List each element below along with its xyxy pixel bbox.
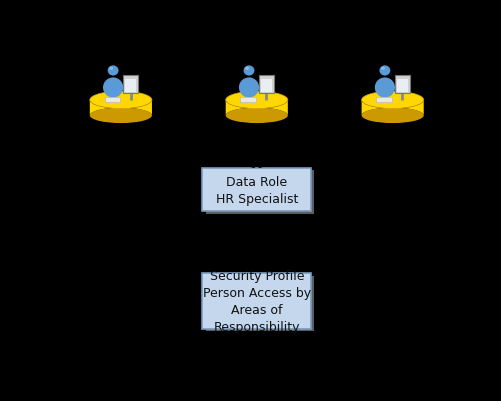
Ellipse shape (108, 66, 119, 76)
Ellipse shape (90, 92, 152, 109)
FancyBboxPatch shape (202, 168, 311, 212)
Ellipse shape (239, 78, 259, 98)
FancyBboxPatch shape (205, 171, 314, 214)
FancyBboxPatch shape (259, 76, 274, 94)
FancyBboxPatch shape (202, 273, 311, 329)
Ellipse shape (109, 68, 113, 71)
Ellipse shape (225, 92, 288, 109)
Ellipse shape (362, 92, 424, 109)
FancyBboxPatch shape (397, 80, 408, 92)
FancyBboxPatch shape (261, 80, 273, 92)
Ellipse shape (225, 108, 288, 124)
Polygon shape (362, 101, 424, 116)
FancyBboxPatch shape (125, 80, 136, 92)
Polygon shape (225, 101, 288, 116)
Ellipse shape (375, 78, 395, 98)
Text: Security Profile
Person Access by
Areas of
Responsibility: Security Profile Person Access by Areas … (203, 269, 311, 333)
Ellipse shape (103, 78, 123, 98)
FancyBboxPatch shape (397, 91, 408, 94)
Ellipse shape (379, 66, 390, 76)
Ellipse shape (243, 66, 255, 76)
Ellipse shape (245, 68, 249, 71)
FancyBboxPatch shape (105, 97, 120, 103)
FancyBboxPatch shape (376, 97, 392, 103)
FancyBboxPatch shape (395, 76, 410, 94)
Ellipse shape (362, 108, 424, 124)
FancyBboxPatch shape (205, 276, 314, 332)
Text: Data Role
HR Specialist: Data Role HR Specialist (215, 175, 298, 205)
Ellipse shape (381, 68, 385, 71)
FancyBboxPatch shape (261, 91, 272, 94)
Ellipse shape (90, 108, 152, 124)
FancyBboxPatch shape (123, 76, 138, 94)
Polygon shape (90, 101, 152, 116)
FancyBboxPatch shape (240, 97, 256, 103)
FancyBboxPatch shape (125, 91, 136, 94)
